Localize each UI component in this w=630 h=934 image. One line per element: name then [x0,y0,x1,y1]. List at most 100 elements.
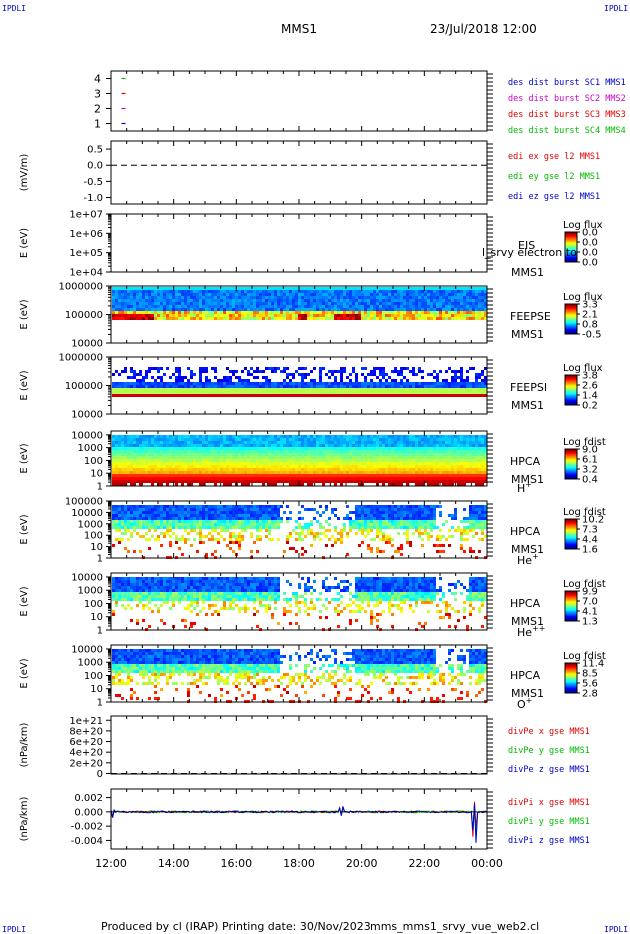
spectrogram-cell-3 [433,317,436,320]
spectrogram-cell-5 [280,441,283,444]
spectrogram-cell-3 [259,308,262,311]
spectrogram-cell-4 [460,376,463,379]
spectrogram-cell-3 [175,293,178,296]
spectrogram-cell-5 [244,456,247,459]
spectrogram-cell-4 [442,382,445,385]
spectrogram-cell-5 [379,441,382,444]
spectrogram-cell-3 [400,287,403,290]
spectrogram-cell-4 [274,391,277,394]
spectrogram-cell-5 [406,447,409,450]
spectrogram-cell-5 [322,480,325,483]
spectrogram-cell-4 [337,391,340,394]
spectrogram-cell-5 [187,483,190,486]
spectrogram-cell-5 [163,450,166,453]
spectrogram-cell-5 [364,447,367,450]
spectrogram-cell-4 [280,382,283,385]
spectrogram-cell-3 [220,308,223,311]
spectrogram-cell-5 [478,444,481,447]
spectrogram-cell-5 [457,450,460,453]
spectrogram-cell-5 [481,435,484,438]
spectrogram-cell-5 [337,453,340,456]
spectrogram-cell-4 [322,385,325,388]
spectrogram-cell-5 [112,462,115,465]
spectrogram-cell-5 [415,456,418,459]
spectrogram-cell-3 [130,317,133,320]
spectrogram-cell-5 [184,447,187,450]
spectrogram-cell-4 [298,394,301,397]
spectrogram-cell-5 [394,471,397,474]
spectrogram-cell-4 [154,388,157,391]
legend-entry-1: edi ez gse l2 MMS1 [508,192,600,202]
spectrogram-cell-3 [202,290,205,293]
spectrogram-cell-5 [460,471,463,474]
spectrogram-cell-5 [322,435,325,438]
spectrogram-cell-5 [133,468,136,471]
colorbar-tick-label-2: 0.0 [582,228,598,239]
spectrogram-cell-5 [250,468,253,471]
colorbar-tick-label-4: 2.6 [582,381,598,392]
spectrogram-cell-5 [274,453,277,456]
spectrogram-cell-5 [220,435,223,438]
spectrogram-cell-3 [112,311,115,314]
spectrogram-cell-3 [433,290,436,293]
spectrogram-cell-5 [466,435,469,438]
spectrogram-cell-3 [430,296,433,299]
spectrogram-cell-3 [313,290,316,293]
spectrogram-cell-5 [175,459,178,462]
spectrogram-cell-4 [472,382,475,385]
spectrogram-cell-5 [214,450,217,453]
spectrogram-cell-5 [325,441,328,444]
spectrogram-cell-5 [313,453,316,456]
spectrogram-cell-5 [355,477,358,480]
spectrogram-cell-5 [463,483,466,486]
spectrogram-cell-5 [190,459,193,462]
spectrogram-cell-5 [202,441,205,444]
spectrogram-cell-3 [418,311,421,314]
spectrogram-cell-4 [343,382,346,385]
spectrogram-cell-3 [472,293,475,296]
spectrogram-cell-4 [355,391,358,394]
spectrogram-cell-5 [346,459,349,462]
spectrogram-cell-4 [145,376,148,379]
spectrogram-cell-5 [211,441,214,444]
spectrogram-cell-5 [130,435,133,438]
spectrogram-cell-3 [337,302,340,305]
spectrogram-cell-5 [481,465,484,468]
spectrogram-cell-3 [463,308,466,311]
spectrogram-cell-5 [385,477,388,480]
spectrogram-cell-5 [358,474,361,477]
spectrogram-cell-5 [112,480,115,483]
spectrogram-cell-3 [163,293,166,296]
spectrogram-cell-5 [445,453,448,456]
spectrogram-cell-5 [151,474,154,477]
spectrogram-cell-5 [205,444,208,447]
spectrogram-cell-5 [253,468,256,471]
spectrogram-cell-5 [337,450,340,453]
spectrogram-cell-3 [406,311,409,314]
spectrogram-cell-5 [211,471,214,474]
y-tick-label-2: 1e+07 [69,210,103,221]
colorbar-cell-2 [565,259,577,262]
spectrogram-cell-3 [340,293,343,296]
spectrogram-cell-5 [418,477,421,480]
spectrogram-cell-5 [406,483,409,486]
spectrogram-cell-5 [328,468,331,471]
spectrogram-cell-5 [286,438,289,441]
spectrogram-cell-5 [172,444,175,447]
spectrogram-cell-3 [304,290,307,293]
spectrogram-cell-3 [292,302,295,305]
spectrogram-cell-5 [466,444,469,447]
spectrogram-cell-3 [361,311,364,314]
spectrogram-cell-4 [295,391,298,394]
spectrogram-cell-4 [385,394,388,397]
spectrogram-cell-5 [160,483,163,486]
spectrogram-cell-5 [289,459,292,462]
spectrogram-cell-5 [397,471,400,474]
colorbar-cell-4 [565,377,577,380]
spectrogram-cell-3 [121,287,124,290]
spectrogram-cell-5 [274,468,277,471]
spectrogram-cell-5 [406,465,409,468]
spectrogram-cell-4 [190,373,193,376]
spectrogram-cell-5 [184,471,187,474]
spectrogram-cell-5 [133,456,136,459]
